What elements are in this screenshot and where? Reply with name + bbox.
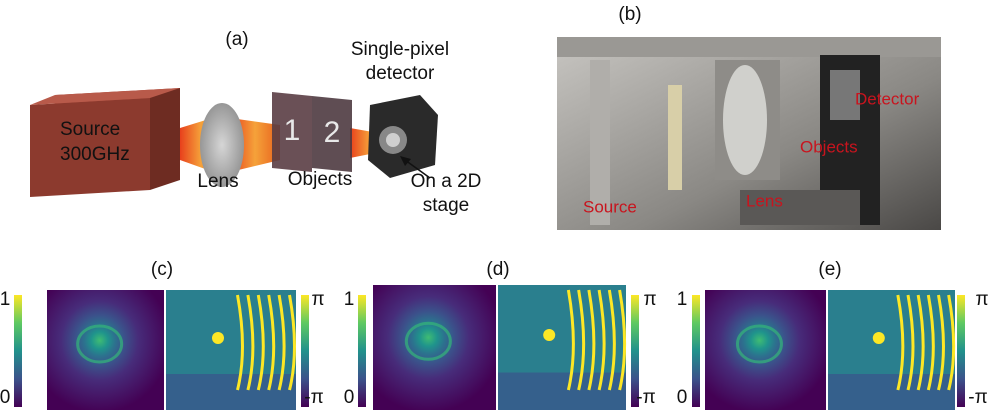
amplitude-map — [47, 290, 164, 410]
panel-label: (b) — [618, 4, 641, 25]
detector-label: detector — [366, 63, 435, 84]
phase-shade — [828, 374, 955, 410]
phase-shade — [166, 374, 296, 410]
photo-post — [668, 85, 682, 190]
phase-shade — [498, 373, 626, 411]
figure: (a) 1 2 Source 300GHz Lens Objects Singl… — [0, 0, 996, 411]
colorbar-tick-label: π — [643, 289, 656, 310]
colorbar-tick-label: -π — [636, 387, 655, 408]
amplitude-colorbar — [358, 295, 366, 407]
detector-label: Single-pixel — [351, 39, 449, 60]
panel-label: (e) — [818, 259, 841, 280]
colorbar-tick-label: 1 — [677, 289, 688, 310]
amplitude-map — [705, 290, 826, 410]
detector-aperture — [386, 133, 400, 147]
colorbar-tick-label: π — [311, 289, 324, 310]
colorbar-tick-label: π — [975, 289, 988, 310]
amplitude-colorbar — [14, 295, 22, 407]
phase-colorbar — [957, 295, 965, 407]
stage-label: stage — [423, 195, 469, 216]
phase-spot — [543, 329, 555, 341]
photo-annotation: Objects — [800, 137, 858, 156]
amplitude-map — [373, 285, 496, 410]
source-label: 300GHz — [60, 144, 130, 165]
photo-annotation: Source — [583, 197, 637, 216]
lens-label: Lens — [197, 171, 238, 192]
colorbar-tick-label: 1 — [344, 289, 355, 310]
photo-annotation: Detector — [855, 89, 920, 108]
phase-spot — [873, 332, 885, 344]
colorbar-tick-label: -π — [968, 387, 987, 408]
colorbar-tick-label: -π — [304, 387, 323, 408]
phase-spot — [212, 332, 224, 344]
panel-label: (a) — [225, 29, 248, 50]
photo-lens — [723, 65, 767, 175]
photo-annotation: Lens — [746, 191, 783, 210]
source-side — [150, 88, 180, 190]
object-digit: 2 — [324, 116, 341, 149]
amplitude-colorbar — [692, 295, 700, 407]
colorbar-tick-label: 0 — [344, 387, 355, 408]
object-digit: 1 — [284, 114, 301, 147]
objects-label: Objects — [288, 169, 352, 190]
source-label: Source — [60, 119, 120, 140]
panel-label: (d) — [486, 259, 509, 280]
panel-label: (c) — [151, 259, 173, 280]
colorbar-tick-label: 0 — [677, 387, 688, 408]
colorbar-tick-label: 1 — [0, 289, 10, 310]
photo-rail — [557, 37, 941, 57]
colorbar-tick-label: 0 — [0, 387, 10, 408]
stage-label: On a 2D — [411, 171, 482, 192]
